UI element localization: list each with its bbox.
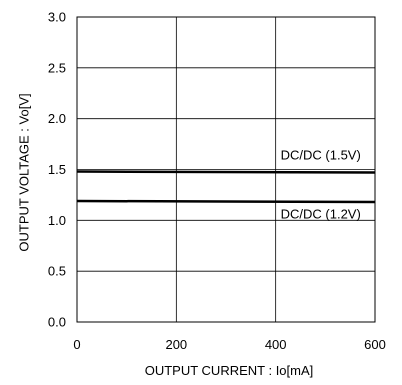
x-tick-labels: 0 200 400 600 xyxy=(73,337,385,352)
y-tick-label: 1.5 xyxy=(48,162,66,177)
y-tick-label: 0.5 xyxy=(48,264,66,279)
series-labels: DC/DC (1.5V) DC/DC (1.2V) xyxy=(281,147,361,221)
y-tick-label: 2.0 xyxy=(48,111,66,126)
x-tick-label: 0 xyxy=(73,337,80,352)
y-tick-label: 2.5 xyxy=(48,60,66,75)
x-axis-label: OUTPUT CURRENT : Io[mA] xyxy=(145,363,314,378)
y-tick-label: 1.0 xyxy=(48,213,66,228)
grid-lines xyxy=(77,17,375,322)
series-lines xyxy=(76,170,376,204)
x-tick-label: 200 xyxy=(165,337,187,352)
series-line xyxy=(76,170,376,174)
series-label: DC/DC (1.2V) xyxy=(281,206,361,221)
series-line xyxy=(76,199,376,204)
plot-frame xyxy=(76,16,376,323)
y-axis-label: OUTPUT VOLTAGE : Vo[V] xyxy=(17,93,32,251)
x-tick-label: 400 xyxy=(265,337,287,352)
y-tick-label: 3.0 xyxy=(48,10,66,25)
y-tick-labels: 0.0 0.5 1.0 1.5 2.0 2.5 3.0 xyxy=(48,10,66,330)
series-label: DC/DC (1.5V) xyxy=(281,147,361,162)
x-tick-label: 600 xyxy=(364,337,386,352)
y-tick-label: 0.0 xyxy=(48,315,66,330)
